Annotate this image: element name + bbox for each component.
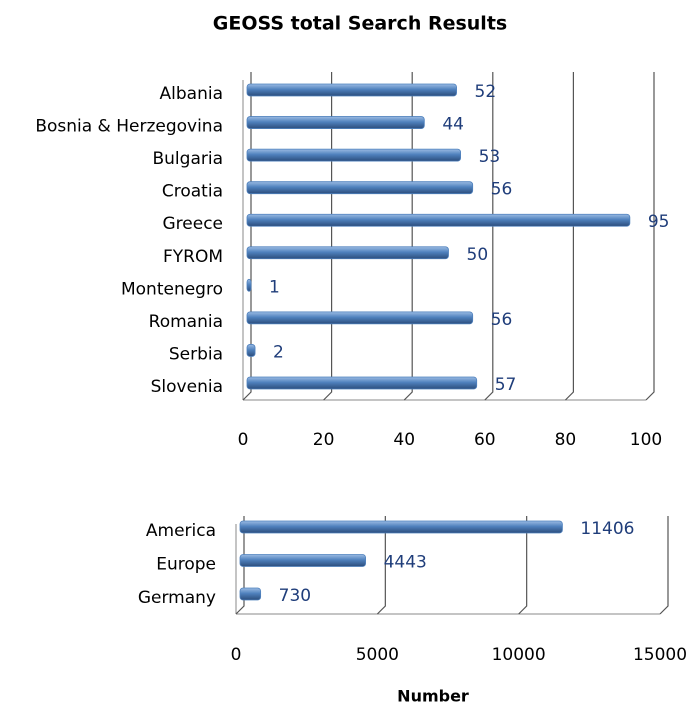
y-tick-label: Bosnia & Herzegovina [35,117,223,137]
data-label: 56 [491,310,513,330]
grid-line [235,516,245,615]
x-tick-label: 10000 [492,645,546,665]
bar [239,587,262,601]
grid-line [564,72,574,401]
y-tick-label: Bulgaria [153,149,224,169]
x-tick-label: 60 [474,430,496,450]
data-label: 57 [495,375,517,395]
grid-line [484,72,494,401]
y-tick-label: Albania [160,84,223,104]
bar [246,181,474,195]
bar [246,246,449,260]
grid-line [323,72,333,401]
y-tick-label: Romania [149,312,223,332]
bar [246,83,457,97]
y-tick-label: Croatia [162,182,223,202]
x-tick-label: 0 [231,645,242,665]
y-tick-label: Europe [156,555,216,575]
grid-line [376,516,386,615]
grid-line [659,516,669,615]
bar [246,376,478,390]
y-tick-label: FYROM [163,247,223,267]
data-label: 4443 [384,553,427,573]
x-tick-label: 5000 [356,645,399,665]
data-label: 44 [442,115,464,135]
y-tick-label: Slovenia [151,377,223,397]
data-label: 50 [467,245,489,265]
bar [239,554,366,567]
y-tick-label: America [146,521,216,541]
data-label: 53 [479,147,501,167]
x-tick-label: 80 [555,430,577,450]
grid-line [242,72,252,401]
grid-line [403,72,413,401]
x-tick-label: 15000 [633,645,687,665]
data-label: 11406 [580,519,634,539]
bar [246,344,256,357]
x-tick-label: 40 [393,430,415,450]
y-tick-label: Germany [138,588,216,608]
bar [246,311,474,325]
grid-line [645,72,655,401]
y-tick-label: Greece [162,214,223,234]
grid-line [518,516,528,615]
data-label: 1 [269,277,280,297]
y-tick-label: Serbia [169,344,223,364]
x-tick-label: 0 [238,430,249,450]
bar [246,116,425,129]
data-label: 730 [279,586,311,606]
bar [246,213,631,227]
x-tick-label: 100 [630,430,662,450]
data-label: 95 [648,212,670,232]
chart-title: GEOSS total Search Results [213,13,507,35]
data-label: 2 [273,342,284,362]
data-label: 52 [475,82,497,102]
bar [246,278,252,292]
y-tick-label: Montenegro [121,279,223,299]
data-label: 56 [491,180,513,200]
x-axis-label: Number [397,687,469,706]
bar [246,148,461,162]
x-tick-label: 20 [313,430,335,450]
bar [239,520,563,534]
